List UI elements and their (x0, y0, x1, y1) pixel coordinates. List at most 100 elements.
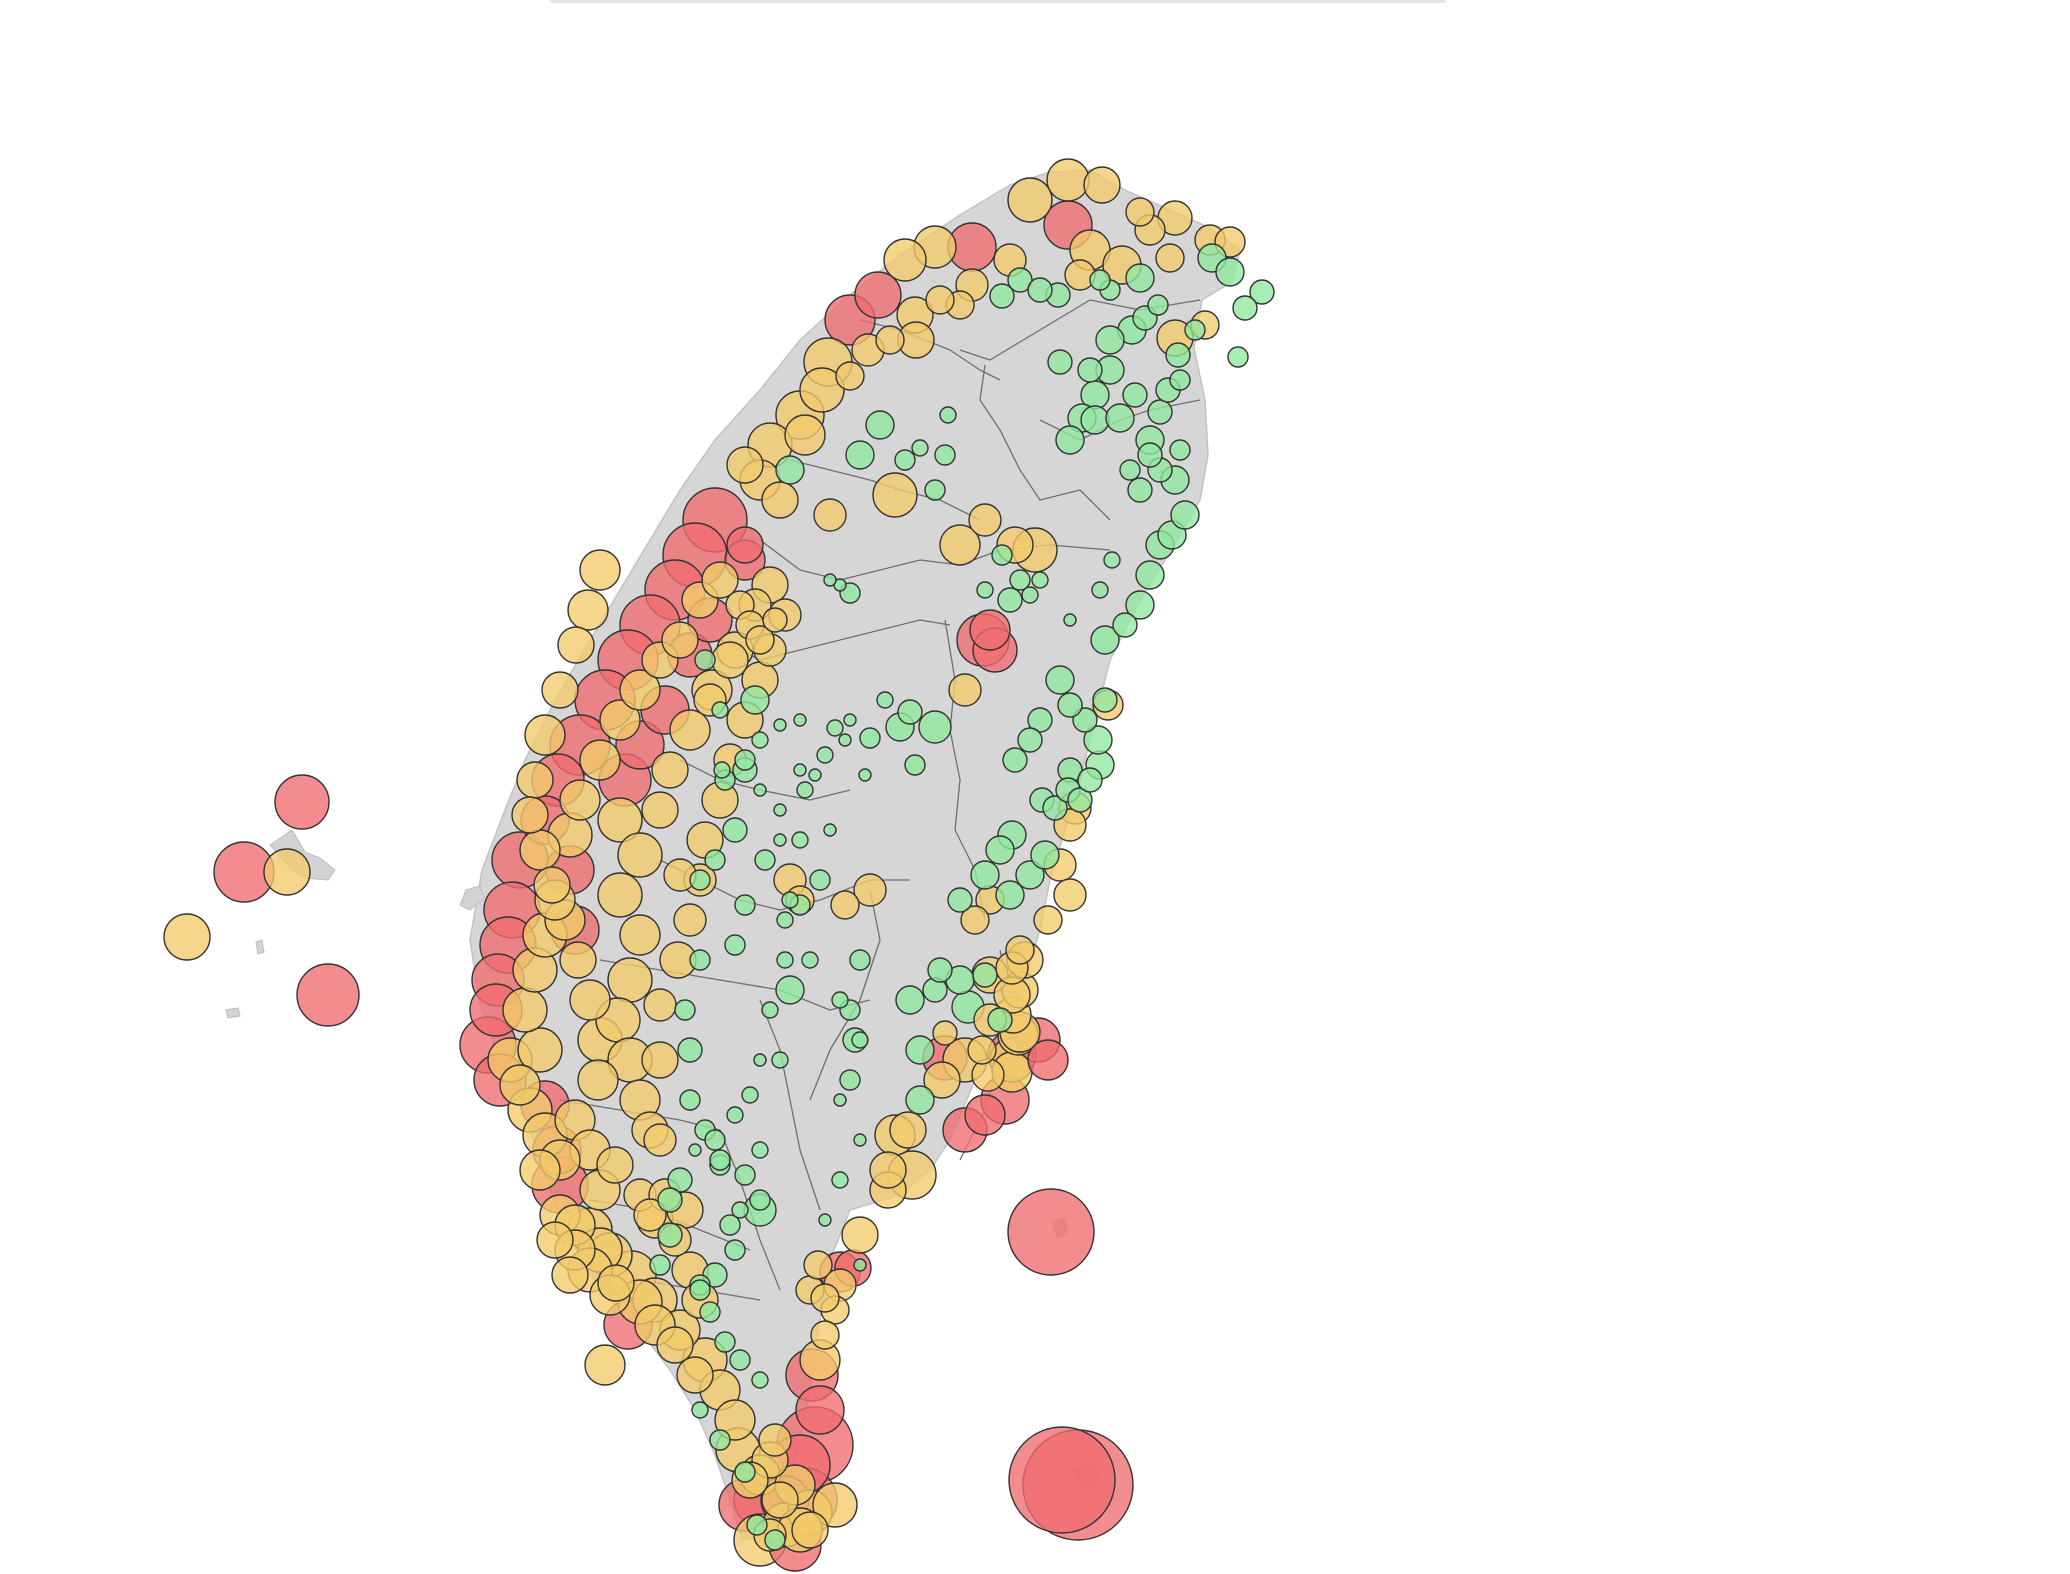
bubble-marker-low[interactable] (1021, 586, 1039, 604)
bubble-marker-low[interactable] (843, 713, 857, 727)
bubble-marker-low[interactable] (719, 1214, 741, 1236)
bubble-marker-low[interactable] (905, 1035, 935, 1065)
bubble-marker-medium[interactable] (656, 1326, 694, 1364)
bubble-marker-medium[interactable] (619, 914, 661, 956)
bubble-marker-medium[interactable] (533, 866, 571, 904)
bubble-marker-low[interactable] (773, 718, 787, 732)
bubble-marker-low[interactable] (746, 1514, 768, 1536)
bubble-marker-low[interactable] (776, 911, 794, 929)
bubble-marker-medium[interactable] (584, 1344, 626, 1386)
bubble-marker-low[interactable] (749, 1189, 771, 1211)
bubble-marker-medium[interactable] (516, 761, 554, 799)
bubble-marker-medium[interactable] (835, 361, 865, 391)
bubble-marker-medium[interactable] (853, 873, 887, 907)
bubble-marker-low[interactable] (694, 649, 716, 671)
bubble-marker-low[interactable] (1031, 571, 1049, 589)
bubble-marker-low[interactable] (831, 1171, 849, 1189)
bubble-marker-low[interactable] (1027, 707, 1053, 733)
bubble-marker-medium[interactable] (869, 1151, 907, 1189)
bubble-marker-low[interactable] (1103, 551, 1121, 569)
bubble-marker-low[interactable] (818, 1213, 832, 1227)
bubble-marker-low[interactable] (773, 803, 787, 817)
bubble-marker-high[interactable] (726, 526, 764, 564)
bubble-marker-medium[interactable] (960, 905, 990, 935)
bubble-marker-low[interactable] (894, 449, 916, 471)
bubble-marker-low[interactable] (895, 985, 925, 1015)
bubble-marker-low[interactable] (689, 869, 711, 891)
bubble-marker-medium[interactable] (263, 848, 311, 896)
bubble-marker-low[interactable] (753, 783, 767, 797)
bubble-marker-low[interactable] (924, 479, 946, 501)
bubble-marker-medium[interactable] (579, 739, 621, 781)
bubble-marker-medium[interactable] (1007, 177, 1053, 223)
bubble-marker-low[interactable] (972, 962, 998, 988)
bubble-marker-low[interactable] (985, 835, 1015, 865)
bubble-marker-low[interactable] (677, 1037, 703, 1063)
bubble-marker-low[interactable] (826, 719, 844, 737)
bubble-marker-low[interactable] (918, 710, 952, 744)
bubble-marker-medium[interactable] (517, 1027, 563, 1073)
bubble-marker-low[interactable] (997, 587, 1023, 613)
bubble-marker-low[interactable] (714, 1331, 736, 1353)
bubble-marker-low[interactable] (734, 1461, 756, 1483)
bubble-marker-medium[interactable] (726, 446, 764, 484)
bubble-marker-low[interactable] (764, 1529, 786, 1551)
bubble-marker-medium[interactable] (524, 714, 566, 756)
bubble-marker-low[interactable] (1170, 500, 1200, 530)
bubble-marker-low[interactable] (904, 754, 926, 776)
bubble-marker-medium[interactable] (676, 1356, 714, 1394)
bubble-marker-low[interactable] (1072, 707, 1098, 733)
bubble-marker-low[interactable] (1007, 267, 1033, 293)
bubble-marker-low[interactable] (1083, 725, 1113, 755)
bubble-marker-low[interactable] (709, 1149, 731, 1171)
bubble-marker-medium[interactable] (830, 890, 860, 920)
bubble-marker-low[interactable] (1091, 581, 1109, 599)
bubble-marker-medium[interactable] (511, 796, 549, 834)
bubble-marker-low[interactable] (823, 823, 837, 837)
bubble-marker-medium[interactable] (541, 671, 579, 709)
bubble-marker-medium[interactable] (643, 1123, 677, 1157)
bubble-marker-low[interactable] (851, 1031, 869, 1049)
bubble-marker-high[interactable] (1007, 1188, 1095, 1276)
bubble-marker-medium[interactable] (519, 829, 561, 871)
bubble-marker-low[interactable] (1030, 840, 1060, 870)
bubble-marker-medium[interactable] (1155, 243, 1185, 273)
bubble-marker-low[interactable] (649, 1254, 671, 1276)
bubble-marker-high[interactable] (964, 1094, 1006, 1136)
bubble-marker-low[interactable] (729, 1349, 751, 1371)
bubble-marker-medium[interactable] (701, 561, 739, 599)
bubble-marker-low[interactable] (853, 1133, 867, 1147)
bubble-marker-low[interactable] (853, 1258, 867, 1272)
bubble-marker-low[interactable] (657, 1187, 683, 1213)
bubble-marker-low[interactable] (1169, 369, 1191, 391)
bubble-marker-high[interactable] (274, 774, 330, 830)
bubble-marker-high[interactable] (1027, 1039, 1069, 1081)
bubble-marker-medium[interactable] (499, 1064, 541, 1106)
bubble-marker-medium[interactable] (875, 325, 905, 355)
bubble-marker-medium[interactable] (673, 903, 707, 937)
bubble-marker-low[interactable] (1090, 625, 1120, 655)
bubble-marker-medium[interactable] (569, 979, 611, 1021)
bubble-marker-low[interactable] (865, 410, 895, 440)
bubble-marker-medium[interactable] (841, 1216, 879, 1254)
bubble-marker-low[interactable] (734, 1164, 756, 1186)
bubble-marker-low[interactable] (991, 544, 1013, 566)
bubble-marker-low[interactable] (976, 581, 994, 599)
bubble-marker-medium[interactable] (758, 1423, 792, 1457)
bubble-marker-medium[interactable] (1125, 197, 1155, 227)
bubble-marker-medium[interactable] (1053, 878, 1087, 912)
bubble-marker-medium[interactable] (661, 621, 699, 659)
bubble-marker-high[interactable] (296, 963, 360, 1027)
bubble-marker-medium[interactable] (714, 1399, 756, 1441)
bubble-marker-low[interactable] (816, 746, 834, 764)
bubble-marker-medium[interactable] (761, 1481, 799, 1519)
bubble-marker-low[interactable] (751, 1371, 769, 1389)
bubble-marker-low[interactable] (1215, 257, 1245, 287)
bubble-marker-medium[interactable] (599, 699, 641, 741)
bubble-marker-low[interactable] (657, 1222, 683, 1248)
bubble-marker-medium[interactable] (967, 1035, 997, 1065)
bubble-marker-low[interactable] (776, 951, 794, 969)
bubble-marker-low[interactable] (1067, 787, 1093, 813)
bubble-marker-low[interactable] (1027, 277, 1053, 303)
